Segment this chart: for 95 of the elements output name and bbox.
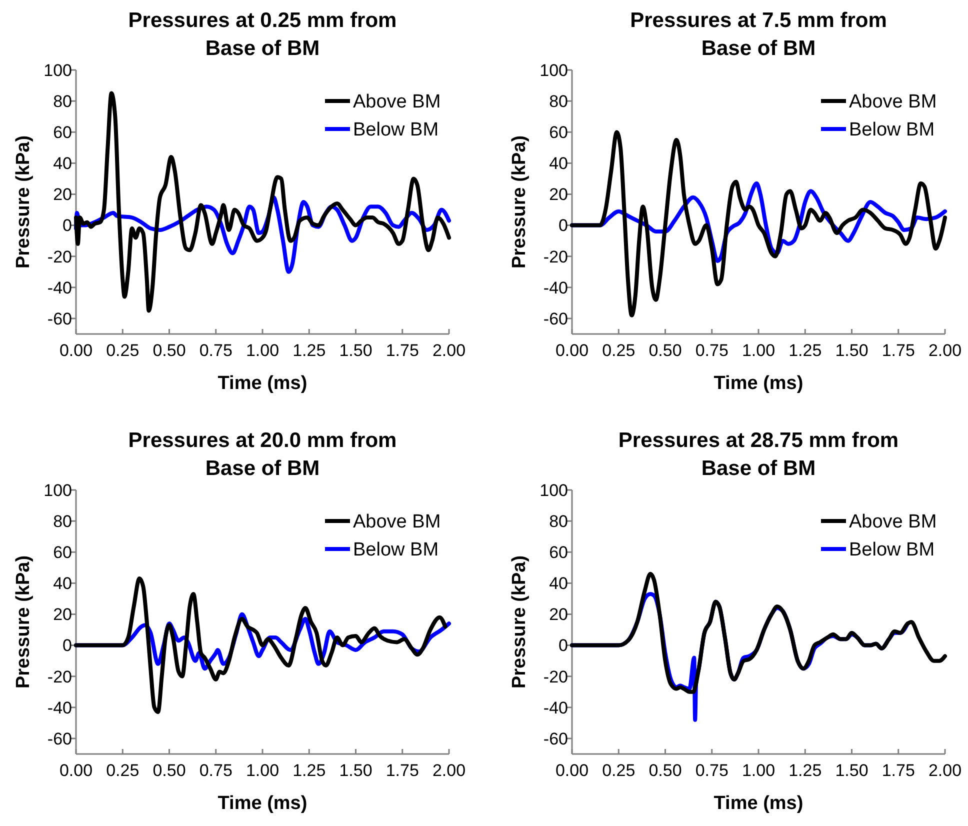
y-axis-title: Pressure (kPa) (509, 555, 530, 689)
chart-title: Pressures at 7.5 mm from Base of BM (630, 9, 887, 60)
x-tick-label: 0.50 (152, 761, 186, 780)
legend-label: Below BM (353, 540, 439, 561)
x-tick-label: 1.00 (246, 761, 280, 780)
y-tick-label: 60 (53, 123, 72, 142)
x-tick-label: 1.75 (882, 341, 915, 360)
x-tick-label: 2.00 (432, 341, 466, 360)
y-tick-label: 80 (549, 92, 568, 112)
y-tick-label: 100 (44, 480, 72, 500)
x-tick-label: 0.25 (602, 761, 636, 780)
y-tick-label: 40 (53, 154, 72, 174)
y-tick-label: 100 (540, 60, 568, 80)
x-tick-label: 1.25 (788, 761, 822, 780)
x-tick-label: 1.25 (292, 341, 326, 360)
x-axis-title: Time (ms) (714, 793, 804, 814)
y-tick-label: -20 (47, 247, 72, 266)
y-tick-label: -20 (47, 667, 72, 686)
x-tick-label: 0.75 (199, 341, 232, 360)
x-axis-title: Time (ms) (218, 373, 308, 394)
y-tick-label: -60 (543, 309, 568, 328)
y-tick-label: 20 (549, 605, 568, 624)
y-tick-label: 40 (549, 154, 568, 174)
y-tick-label: 100 (540, 480, 568, 500)
x-tick-label: 0.50 (648, 341, 682, 360)
legend-label: Below BM (849, 540, 935, 561)
y-tick-label: 0 (558, 636, 568, 656)
x-tick-label: 1.25 (292, 761, 326, 780)
x-tick-label: 2.00 (432, 761, 466, 780)
x-tick-label: 0.75 (695, 761, 728, 780)
y-tick-label: 80 (53, 92, 72, 112)
y-axis-title: Pressure (kPa) (13, 555, 34, 689)
x-tick-label: 1.00 (246, 341, 280, 360)
x-tick-label: 0.00 (59, 761, 93, 780)
y-tick-label: -60 (543, 729, 568, 748)
y-tick-label: -60 (47, 729, 72, 748)
line-series (74, 91, 451, 313)
y-tick-label: -40 (543, 278, 568, 298)
legend-label: Below BM (849, 120, 935, 141)
x-tick-label: 2.00 (928, 341, 962, 360)
x-tick-label: 1.50 (339, 341, 372, 360)
legend-label: Above BM (353, 512, 441, 533)
y-tick-label: 80 (549, 512, 568, 532)
line-series (570, 572, 947, 694)
y-tick-label: 100 (44, 60, 72, 80)
x-tick-label: 0.50 (152, 341, 186, 360)
x-tick-label: 0.75 (199, 761, 232, 780)
x-tick-label: 0.25 (106, 761, 140, 780)
y-tick-label: 60 (549, 123, 568, 142)
x-tick-label: 1.75 (386, 761, 419, 780)
x-tick-label: 0.00 (555, 761, 589, 780)
x-axis-title: Time (ms) (714, 373, 804, 394)
y-axis-title: Pressure (kPa) (509, 135, 530, 269)
y-tick-label: -20 (543, 667, 568, 686)
x-tick-label: 1.50 (339, 761, 372, 780)
y-tick-label: 20 (53, 605, 72, 624)
legend-label: Above BM (849, 512, 937, 533)
y-tick-label: 60 (53, 543, 72, 562)
y-tick-label: 0 (62, 636, 72, 656)
x-tick-label: 1.00 (742, 761, 776, 780)
x-tick-label: 0.00 (59, 341, 93, 360)
x-tick-label: 0.25 (106, 341, 140, 360)
x-tick-label: 2.00 (928, 761, 962, 780)
y-tick-label: -40 (47, 278, 72, 298)
y-tick-label: 0 (558, 216, 568, 236)
x-tick-label: 0.00 (555, 341, 589, 360)
y-tick-label: 40 (53, 574, 72, 594)
y-tick-label: 40 (549, 574, 568, 594)
chart-title: Pressures at 0.25 mm from Base of BM (128, 9, 397, 60)
x-tick-label: 0.75 (695, 341, 728, 360)
x-tick-label: 1.75 (882, 761, 915, 780)
y-tick-label: 80 (53, 512, 72, 532)
chart-title: Pressures at 28.75 mm from Base of BM (618, 429, 899, 480)
y-tick-label: -40 (47, 698, 72, 718)
y-tick-label: -20 (543, 247, 568, 266)
x-tick-label: 0.25 (602, 341, 636, 360)
legend-label: Above BM (353, 92, 441, 113)
y-tick-label: 20 (53, 185, 72, 204)
chart-title: Pressures at 20.0 mm from Base of BM (128, 429, 397, 480)
x-tick-label: 1.25 (788, 341, 822, 360)
y-tick-label: 0 (62, 216, 72, 236)
y-tick-label: 20 (549, 185, 568, 204)
y-tick-label: -40 (543, 698, 568, 718)
x-axis-title: Time (ms) (218, 793, 308, 814)
x-tick-label: 1.00 (742, 341, 776, 360)
y-tick-label: 60 (549, 543, 568, 562)
x-tick-label: 0.50 (648, 761, 682, 780)
legend-label: Below BM (353, 120, 439, 141)
y-tick-label: -60 (47, 309, 72, 328)
y-axis-title: Pressure (kPa) (13, 135, 34, 269)
line-series (74, 576, 448, 714)
legend-label: Above BM (849, 92, 937, 113)
x-tick-label: 1.50 (835, 761, 868, 780)
x-tick-label: 1.50 (835, 341, 868, 360)
x-tick-label: 1.75 (386, 341, 419, 360)
